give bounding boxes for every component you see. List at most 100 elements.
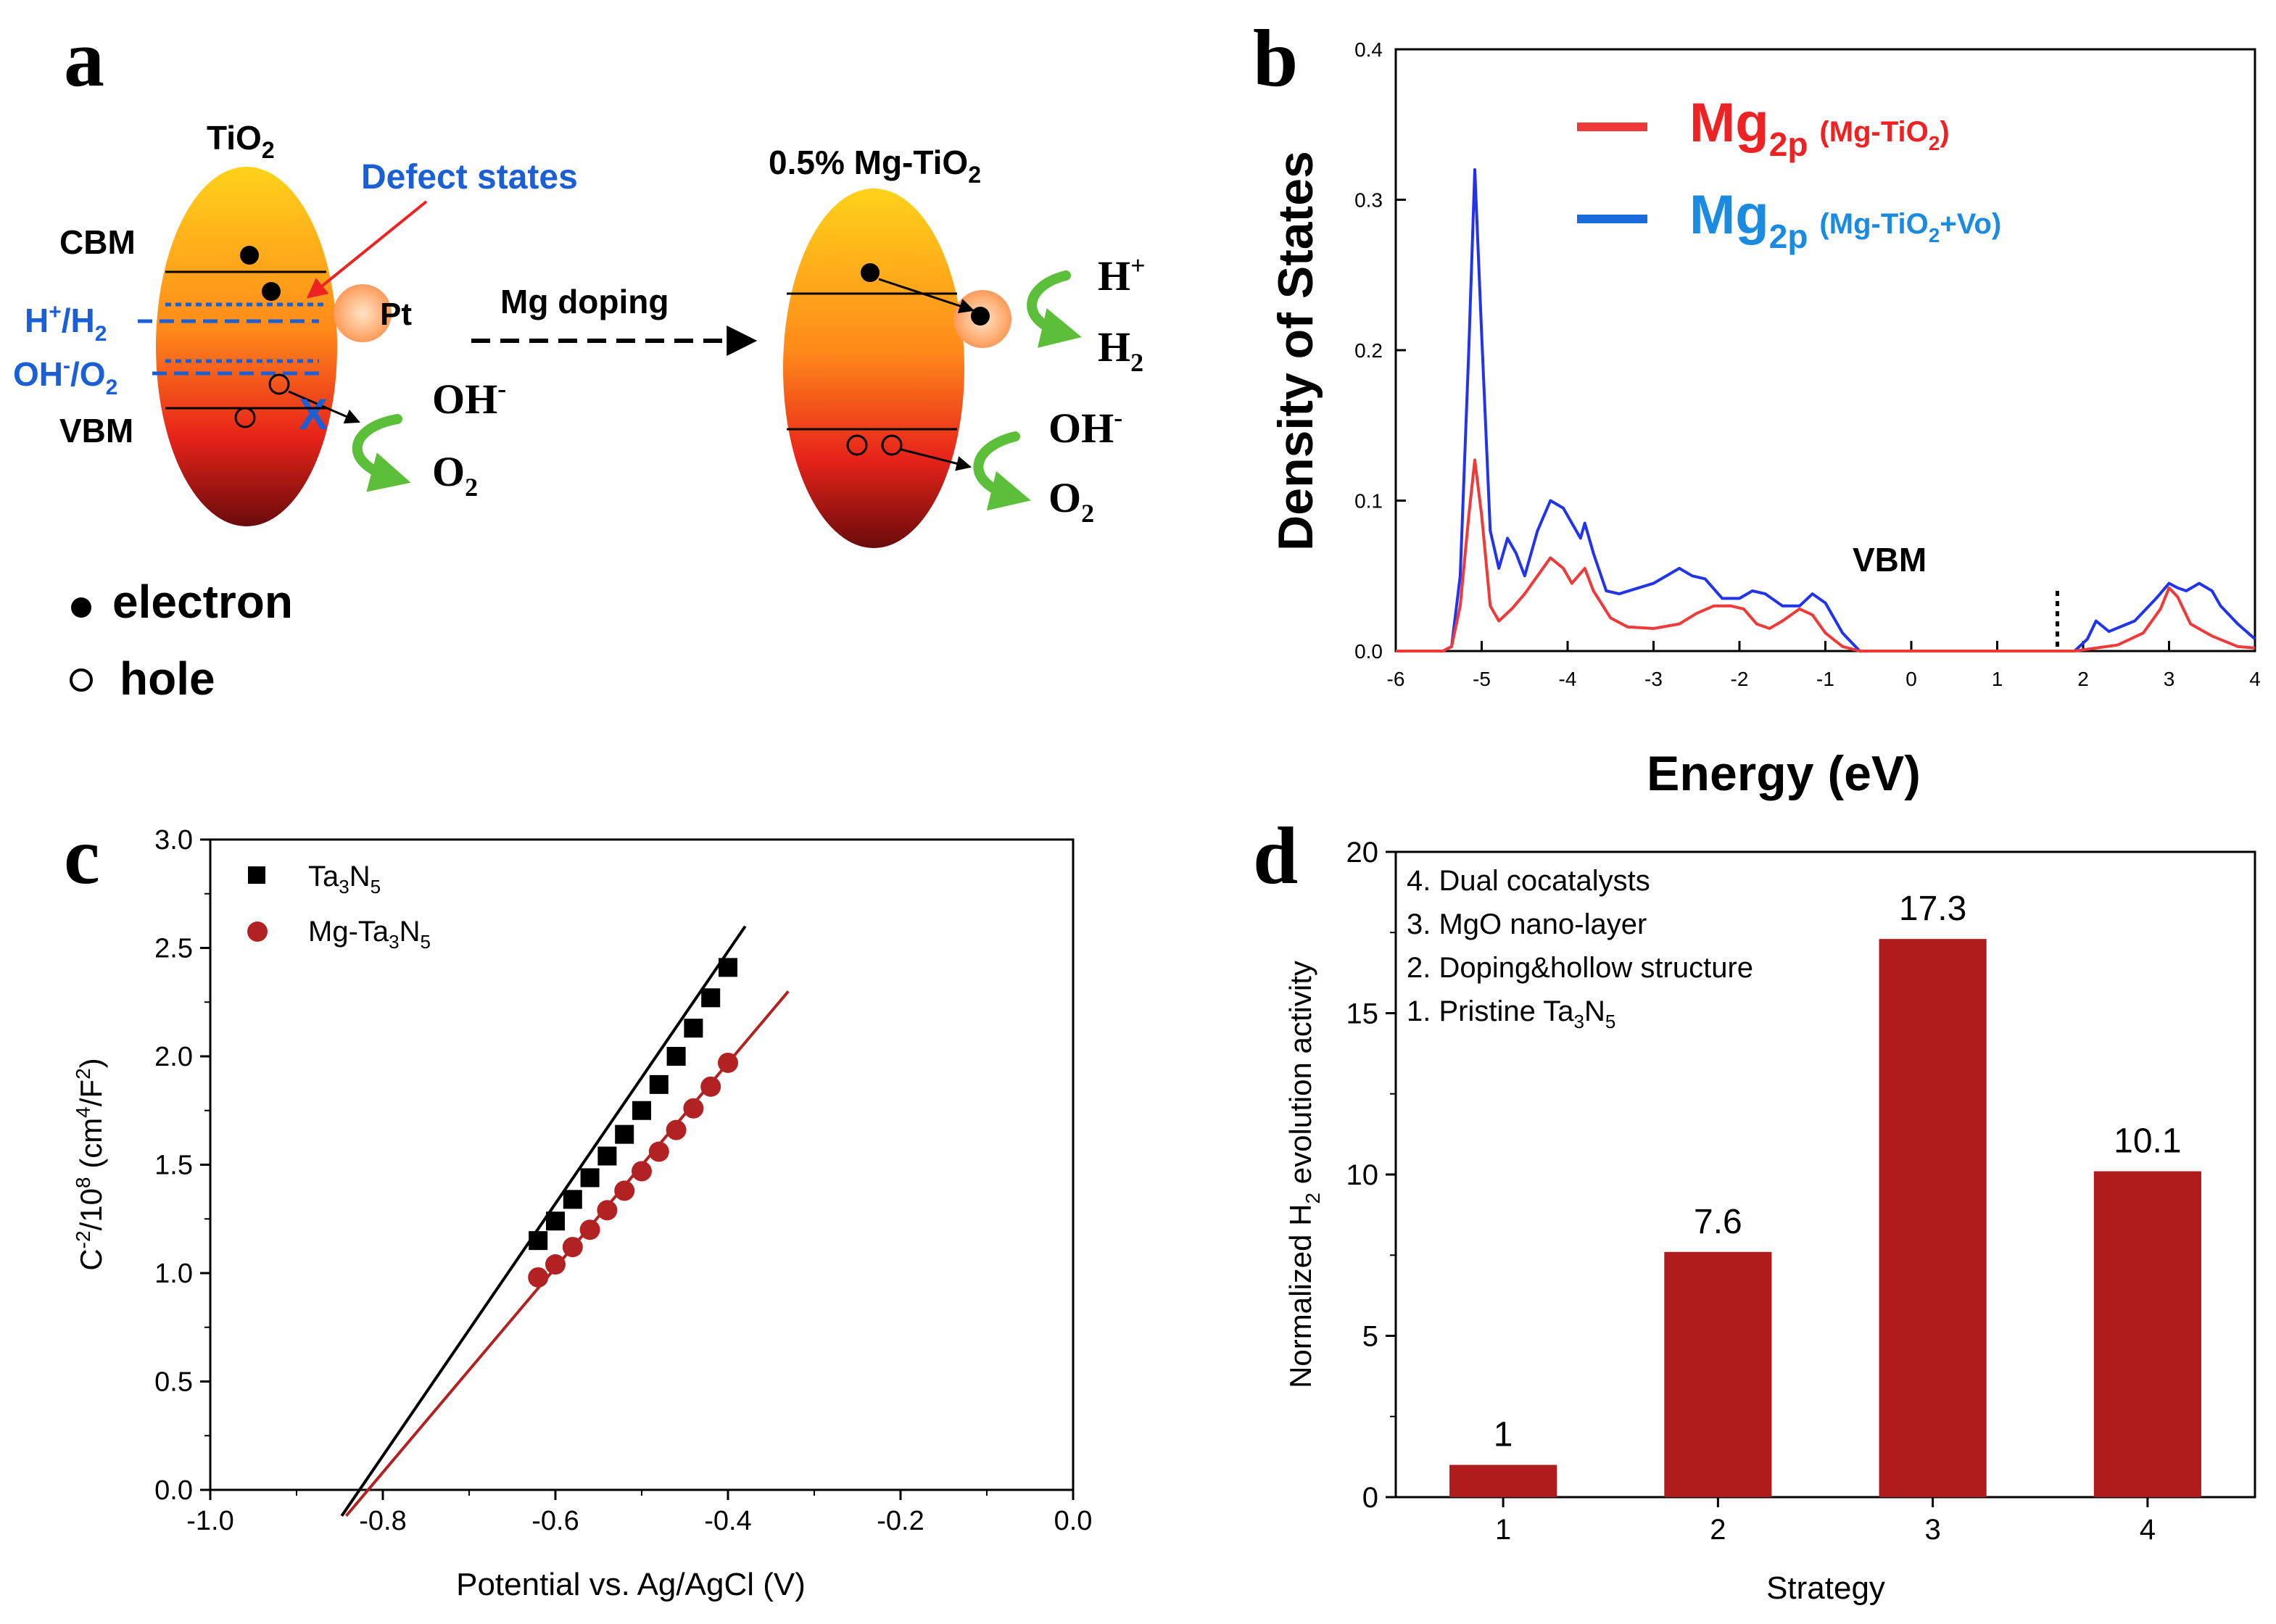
- left-title: TiO2: [207, 119, 275, 163]
- strategy-note-4: 4. Dual cocatalysts: [1407, 865, 1650, 897]
- dos-x-tick-label: 1: [1992, 668, 2003, 690]
- bar-value-label: 7.6: [1694, 1203, 1742, 1241]
- legend-label-mg-ta3n5: Mg-Ta3N5: [308, 916, 431, 953]
- panel-c-letter: c: [64, 811, 100, 901]
- mg-tio2-particle: [783, 188, 964, 548]
- ta3n5-fit-line: [340, 925, 747, 1517]
- panel-a-letter: a: [64, 14, 104, 104]
- cbm-label: CBM: [59, 223, 136, 261]
- electron-at-pt: [971, 307, 990, 326]
- mg-ta3n5-point: [718, 1052, 738, 1073]
- mott-schottky-ticks: -1.0 -0.8 -0.6 -0.4 -0.2 0.0 0.0 0.5 1.0 1.5 2.0 2.…: [154, 825, 1092, 1536]
- dos-axis-ticks: -6 -5 -4 -3 -2 -1 0 1 2 3 4 0.0 0.1 0.2 0.3 0.4: [1354, 38, 2261, 690]
- legend-label-red: Mg2p (Mg-TiO2): [1689, 92, 1950, 163]
- mg-ta3n5-point: [683, 1098, 704, 1119]
- bar-strategy-1: [1449, 1464, 1557, 1497]
- bar-strategy-2: [1664, 1251, 1772, 1497]
- mg-doping-label: Mg doping: [500, 283, 669, 320]
- dos-x-tick-label: 4: [2249, 668, 2261, 690]
- mg-ta3n5-point: [614, 1180, 635, 1201]
- electron-transfer-arrow: [878, 278, 974, 314]
- electron-legend-icon: [71, 597, 91, 618]
- dos-x-axis-label: Energy (eV): [1647, 746, 1921, 801]
- bar-y-tick-label: 20: [1346, 837, 1379, 869]
- bar-y-tick-label: 0: [1362, 1482, 1378, 1514]
- vbm-annotation: VBM: [1853, 541, 1927, 579]
- oh-product-right: OH-: [1048, 403, 1122, 452]
- vbm-label: VBM: [59, 412, 133, 450]
- mott-schottky-y-label: C-2/108 (cm4/F2): [72, 1058, 108, 1270]
- ms-y-tick-label: 1.5: [154, 1151, 193, 1181]
- ms-x-tick-label: -0.4: [704, 1506, 751, 1536]
- green-arrow-right: [973, 431, 1031, 511]
- ta3n5-point: [597, 1146, 617, 1166]
- dos-x-tick-label: -5: [1473, 668, 1491, 690]
- ta3n5-point: [632, 1101, 651, 1120]
- ms-y-tick-label: 2.5: [154, 934, 193, 964]
- mg-ta3n5-point: [632, 1161, 652, 1182]
- dos-x-tick-label: 2: [2077, 668, 2089, 690]
- electron-2: [262, 282, 281, 301]
- blocked-mark: X: [299, 390, 328, 439]
- panel-c: c -1.0 -0.8 -0.6 -0.4 -0.2 0.0 0.0 0.5 1.0 1.5 2.0…: [64, 811, 1092, 1602]
- bar-value-label: 17.3: [1899, 890, 1966, 928]
- h2-product: H2: [1098, 323, 1143, 377]
- green-arrow-h: [1027, 270, 1082, 348]
- dos-x-tick-label: 0: [1905, 668, 1917, 690]
- dos-x-tick-label: -1: [1816, 668, 1834, 690]
- mg-ta3n5-point: [562, 1237, 583, 1258]
- bar-y-tick-label: 5: [1362, 1321, 1378, 1353]
- panel-d-letter: d: [1253, 811, 1298, 901]
- dos-x-tick-label: -3: [1644, 668, 1663, 690]
- electron-1: [240, 246, 259, 265]
- panel-b-letter: b: [1253, 14, 1298, 104]
- hole-right-2: [881, 434, 903, 456]
- hole-legend-label: hole: [120, 652, 215, 705]
- strategy-note-2: 2. Doping&hollow structure: [1407, 952, 1753, 984]
- o2-product-right: O2: [1048, 474, 1094, 528]
- electron-right: [861, 263, 880, 282]
- hole-transfer-right: [901, 448, 972, 471]
- panel-b: b -6 -5 -4 -3 -2 -1 0 1 2 3 4 0.0 0.1 0.2 0.3 0.4 VBM M…: [1253, 14, 2261, 801]
- dos-y-tick-label: 0.3: [1354, 189, 1383, 212]
- hole-1: [268, 373, 290, 395]
- strategy-note-1: 1. Pristine Ta3N5: [1407, 995, 1615, 1032]
- bar-x-tick-label: 3: [1925, 1514, 1941, 1546]
- legend-marker-ta3n5: [248, 866, 265, 884]
- o2-product-left: O2: [432, 448, 478, 502]
- h-product: H+: [1098, 251, 1146, 299]
- dos-x-tick-label: -6: [1387, 668, 1405, 690]
- pt-label: Pt: [380, 297, 412, 332]
- panel-a: a TiO2 Pt Defect states CBM H+/H2 OH-/O2…: [13, 14, 1146, 705]
- oh-product-left: OH-: [432, 374, 506, 423]
- ta3n5-point: [580, 1168, 600, 1188]
- bar-chart-y-label: Normalized H2 evolution activity: [1283, 961, 1324, 1388]
- hole-right-1: [846, 434, 868, 456]
- mg-ta3n5-point: [700, 1076, 721, 1097]
- legend-label-blue: Mg2p (Mg-TiO2+Vo): [1689, 184, 2001, 255]
- mott-schottky-x-label: Potential vs. Ag/AgCl (V): [456, 1567, 806, 1602]
- mg-ta3n5-point: [579, 1219, 600, 1240]
- ta3n5-point: [719, 958, 737, 977]
- mg-ta3n5-point: [666, 1119, 687, 1140]
- bar-strategy-4: [2093, 1171, 2201, 1497]
- ta3n5-point: [701, 988, 721, 1008]
- ms-x-tick-label: -1.0: [186, 1506, 233, 1536]
- green-arrow-left: [352, 414, 411, 492]
- bar-value-label: 1: [1494, 1416, 1513, 1454]
- bar-chart-x-label: Strategy: [1766, 1570, 1885, 1606]
- hole-2: [234, 407, 256, 428]
- hole-legend-icon: [70, 668, 93, 692]
- mg-ta3n5-point: [648, 1141, 669, 1162]
- mott-schottky-points: [528, 958, 738, 1288]
- bar-strategy-3: [1879, 939, 1987, 1497]
- right-title: 0.5% Mg-TiO2: [769, 144, 981, 188]
- oh-level-label: OH-/O2: [13, 354, 117, 399]
- panel-d: d 0 5 10 15 20 1 2 3 4 1 7.6 17.3 10.1 4. Dual coca…: [1253, 811, 2256, 1606]
- h-level-label: H+/H2: [25, 300, 107, 346]
- dos-y-tick-label: 0.2: [1354, 339, 1383, 362]
- bar-y-tick-label: 15: [1346, 998, 1379, 1030]
- ta3n5-point: [615, 1124, 634, 1144]
- ta3n5-point: [684, 1019, 703, 1038]
